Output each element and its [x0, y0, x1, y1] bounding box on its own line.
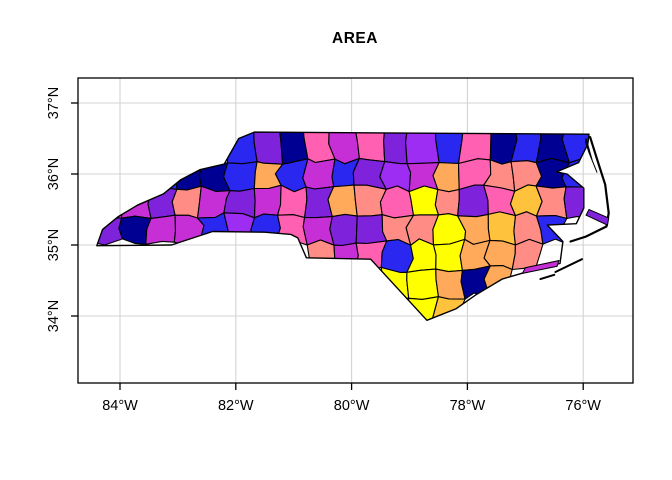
plot-border: [77, 77, 634, 384]
county-polygon: [277, 132, 309, 165]
county-polygon: [223, 161, 258, 192]
county-polygon: [457, 132, 492, 165]
county-polygon: [145, 214, 177, 245]
county-polygon: [250, 213, 281, 243]
y-axis-tick-label: 34°N: [46, 300, 62, 332]
county-polygon: [561, 132, 590, 164]
cape-lookout-line-1: [554, 258, 583, 273]
county-polygon: [431, 296, 466, 321]
county-polygon: [434, 188, 460, 217]
county-polygon: [432, 162, 460, 193]
carteret-sliver: [521, 259, 560, 275]
county-polygon: [406, 268, 439, 300]
y-axis-tick-label: 35°N: [46, 229, 62, 261]
county-polygon: [457, 184, 489, 218]
county-polygon: [275, 214, 308, 246]
x-axis-tick-label: 84°W: [102, 398, 138, 414]
county-polygon: [327, 184, 358, 218]
county-polygon: [380, 239, 414, 274]
county-polygon: [96, 185, 124, 219]
x-axis-tick-label: 80°W: [334, 398, 370, 414]
state-outline: [96, 131, 590, 321]
county-polygon: [329, 213, 358, 247]
county-polygon: [405, 132, 440, 165]
county-polygon: [253, 184, 282, 219]
county-polygon: [120, 186, 152, 219]
county-polygons: [96, 132, 590, 321]
county-polygon: [171, 185, 202, 219]
county-polygon: [226, 132, 258, 165]
outer-banks-north-line: [569, 136, 610, 243]
x-axis-tick-label: 82°W: [218, 398, 254, 414]
y-axis-tick-label: 36°N: [46, 158, 62, 190]
county-polygon: [96, 211, 124, 246]
county-polygon: [252, 132, 284, 165]
county-polygon: [383, 132, 409, 165]
x-axis-tick-label: 76°W: [565, 398, 601, 414]
y-axis-tick-label: 37°N: [46, 87, 62, 119]
county-polygon: [408, 185, 440, 216]
county-polygon: [306, 239, 336, 272]
cape-lookout-line-2: [539, 273, 556, 281]
county-polygon: [379, 185, 415, 219]
county-polygon: [435, 268, 466, 300]
x-axis-tick-label: 78°W: [450, 398, 486, 414]
currituck-banks-sliver: [584, 138, 598, 173]
plot-title: AREA: [332, 30, 378, 47]
county-polygon: [302, 158, 336, 190]
county-polygon: [483, 265, 514, 300]
dare-banks-sliver: [585, 208, 610, 226]
county-polygon: [277, 184, 308, 219]
county-polygon: [483, 184, 517, 217]
county-polygon: [329, 242, 359, 269]
county-polygon: [380, 266, 410, 301]
